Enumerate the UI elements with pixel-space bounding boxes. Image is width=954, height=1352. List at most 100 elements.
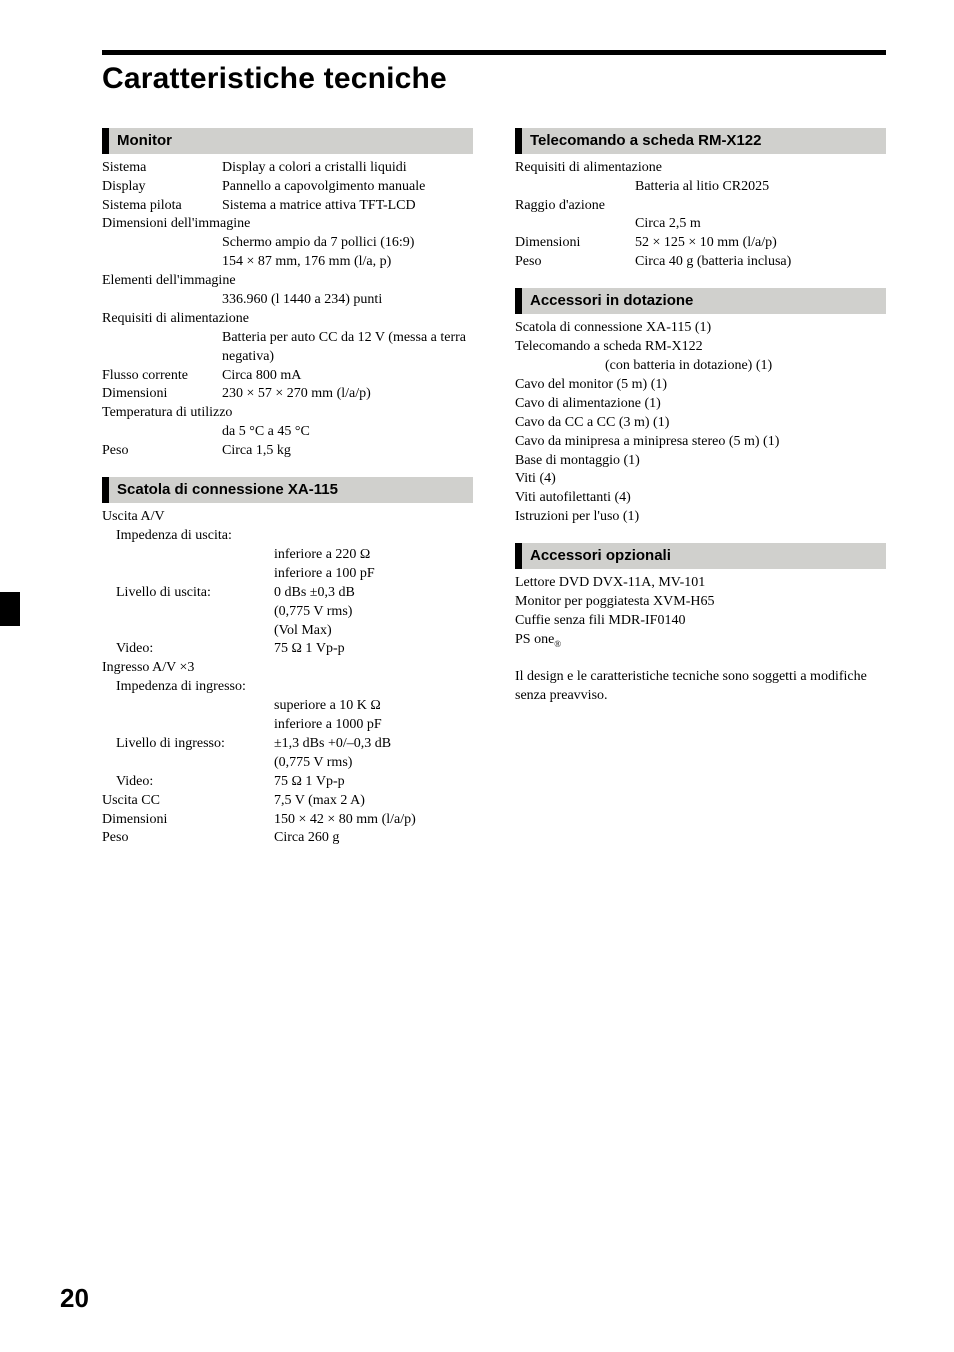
spec-value: 336.960 (l 1440 a 234) punti — [102, 291, 473, 310]
spec-value: ±1,3 dBs +0/–0,3 dB — [274, 735, 473, 754]
spec-label: Sistema — [102, 159, 222, 178]
spec-label: Peso — [515, 253, 635, 272]
spec-value: Circa 260 g — [222, 829, 473, 848]
list-item: Cavo di alimentazione (1) — [515, 395, 886, 414]
spec-label: Dimensioni — [102, 811, 222, 830]
spec-label: Livello di ingresso: — [102, 735, 274, 754]
list-item: Istruzioni per l'uso (1) — [515, 508, 886, 527]
spec-row: superiore a 10 K Ω — [102, 697, 473, 716]
spec-label: Requisiti di alimentazione — [515, 159, 886, 178]
spec-label: Peso — [102, 829, 222, 848]
spec-label: Display — [102, 178, 222, 197]
spec-row: Livello di ingresso: ±1,3 dBs +0/–0,3 dB — [102, 735, 473, 754]
list-item: Monitor per poggiatesta XVM-H65 — [515, 593, 886, 612]
spec-row: Dimensioni 52 × 125 × 10 mm (l/a/p) — [515, 234, 886, 253]
spec-value: da 5 °C a 45 °C — [102, 423, 473, 442]
spec-value: 150 × 42 × 80 mm (l/a/p) — [222, 811, 473, 830]
optional-block: Lettore DVD DVX-11A, MV-101 Monitor per … — [515, 574, 886, 650]
section-head-supplied: Accessori in dotazione — [515, 288, 886, 314]
spec-row: inferiore a 100 pF — [102, 565, 473, 584]
spec-label: Temperatura di utilizzo — [102, 404, 473, 423]
page-number: 20 — [60, 1281, 89, 1316]
spec-value: 52 × 125 × 10 mm (l/a/p) — [635, 234, 886, 253]
section-head-xa115: Scatola di connessione XA-115 — [102, 477, 473, 503]
spec-row: Dimensioni 230 × 57 × 270 mm (l/a/p) — [102, 385, 473, 404]
spec-label: Dimensioni — [515, 234, 635, 253]
list-item-sub: (con batteria in dotazione) (1) — [515, 357, 886, 376]
spec-value: 7,5 V (max 2 A) — [222, 792, 473, 811]
list-item: Cuffie senza fili MDR-IF0140 — [515, 612, 886, 631]
spec-row: Peso Circa 1,5 kg — [102, 442, 473, 461]
spec-value: 75 Ω 1 Vp-p — [274, 773, 473, 792]
spec-label: Requisiti di alimentazione — [102, 310, 473, 329]
spec-row: Display Pannello a capovolgimento manual… — [102, 178, 473, 197]
spec-label: Impedenza di uscita: — [102, 527, 473, 546]
psone-label: PS one — [515, 632, 554, 647]
spec-value: Circa 800 mA — [222, 367, 473, 386]
list-item: Cavo da minipresa a minipresa stereo (5 … — [515, 433, 886, 452]
spec-value: 230 × 57 × 270 mm (l/a/p) — [222, 385, 473, 404]
spec-value: inferiore a 220 Ω — [274, 546, 473, 565]
spec-label: Elementi dell'immagine — [102, 272, 473, 291]
list-item: Viti autofilettanti (4) — [515, 489, 886, 508]
section-head-monitor: Monitor — [102, 128, 473, 154]
spec-row: Peso Circa 40 g (batteria inclusa) — [515, 253, 886, 272]
side-tab — [0, 592, 20, 626]
spec-value: (0,775 V rms) — [274, 603, 473, 622]
spec-row: Uscita CC 7,5 V (max 2 A) — [102, 792, 473, 811]
spec-value: Batteria per auto CC da 12 V (messa a te… — [102, 329, 473, 367]
spec-value: Sistema a matrice attiva TFT-LCD — [222, 197, 473, 216]
spec-row: Sistema pilota Sistema a matrice attiva … — [102, 197, 473, 216]
spec-row: Flusso corrente Circa 800 mA — [102, 367, 473, 386]
spec-value: Display a colori a cristalli liquidi — [222, 159, 473, 178]
spec-value: Circa 40 g (batteria inclusa) — [635, 253, 886, 272]
list-item: Telecomando a scheda RM-X122 — [515, 338, 886, 357]
spec-value: 0 dBs ±0,3 dB — [274, 584, 473, 603]
spec-label: Sistema pilota — [102, 197, 222, 216]
list-item: Cavo del monitor (5 m) (1) — [515, 376, 886, 395]
spec-row: Peso Circa 260 g — [102, 829, 473, 848]
spec-value: (0,775 V rms) — [274, 754, 473, 773]
list-item: Lettore DVD DVX-11A, MV-101 — [515, 574, 886, 593]
top-rule — [102, 50, 886, 55]
spec-row: Video: 75 Ω 1 Vp-p — [102, 640, 473, 659]
list-item: PS one® — [515, 631, 886, 650]
spec-value: inferiore a 100 pF — [274, 565, 473, 584]
spec-label: Flusso corrente — [102, 367, 222, 386]
remote-block: Requisiti di alimentazione Batteria al l… — [515, 159, 886, 272]
spec-row: Livello di uscita: 0 dBs ±0,3 dB — [102, 584, 473, 603]
spec-value: Pannello a capovolgimento manuale — [222, 178, 473, 197]
spec-label: Impedenza di ingresso: — [102, 678, 473, 697]
left-column: Monitor Sistema Display a colori a crist… — [102, 126, 473, 865]
list-item: Viti (4) — [515, 470, 886, 489]
xa115-block: Uscita A/V Impedenza di uscita: inferior… — [102, 508, 473, 848]
page-title: Caratteristiche tecniche — [102, 59, 886, 100]
spec-row: Dimensioni 150 × 42 × 80 mm (l/a/p) — [102, 811, 473, 830]
spec-value: Circa 1,5 kg — [222, 442, 473, 461]
list-item: Base di montaggio (1) — [515, 452, 886, 471]
spec-row: (0,775 V rms) — [102, 603, 473, 622]
spec-value: (Vol Max) — [274, 622, 473, 641]
spec-label: Peso — [102, 442, 222, 461]
list-item: Scatola di connessione XA-115 (1) — [515, 319, 886, 338]
spec-row: (0,775 V rms) — [102, 754, 473, 773]
spec-value: Batteria al litio CR2025 — [515, 178, 886, 197]
spec-label: Ingresso A/V ×3 — [102, 659, 473, 678]
spec-value: inferiore a 1000 pF — [274, 716, 473, 735]
spec-value: 75 Ω 1 Vp-p — [274, 640, 473, 659]
footnote: Il design e le caratteristiche tecniche … — [515, 668, 886, 706]
spec-label: Livello di uscita: — [102, 584, 274, 603]
monitor-block: Sistema Display a colori a cristalli liq… — [102, 159, 473, 461]
spec-label: Dimensioni — [102, 385, 222, 404]
spec-row: Video: 75 Ω 1 Vp-p — [102, 773, 473, 792]
spec-label: Dimensioni dell'immagine — [102, 215, 473, 234]
spec-label: Uscita CC — [102, 792, 222, 811]
spec-value: Schermo ampio da 7 pollici (16:9) — [102, 234, 473, 253]
spec-label: Uscita A/V — [102, 508, 473, 527]
spec-value: Circa 2,5 m — [515, 215, 886, 234]
list-item: Cavo da CC a CC (3 m) (1) — [515, 414, 886, 433]
section-head-remote: Telecomando a scheda RM-X122 — [515, 128, 886, 154]
right-column: Telecomando a scheda RM-X122 Requisiti d… — [515, 126, 886, 865]
spec-label: Raggio d'azione — [515, 197, 886, 216]
spec-row: inferiore a 220 Ω — [102, 546, 473, 565]
